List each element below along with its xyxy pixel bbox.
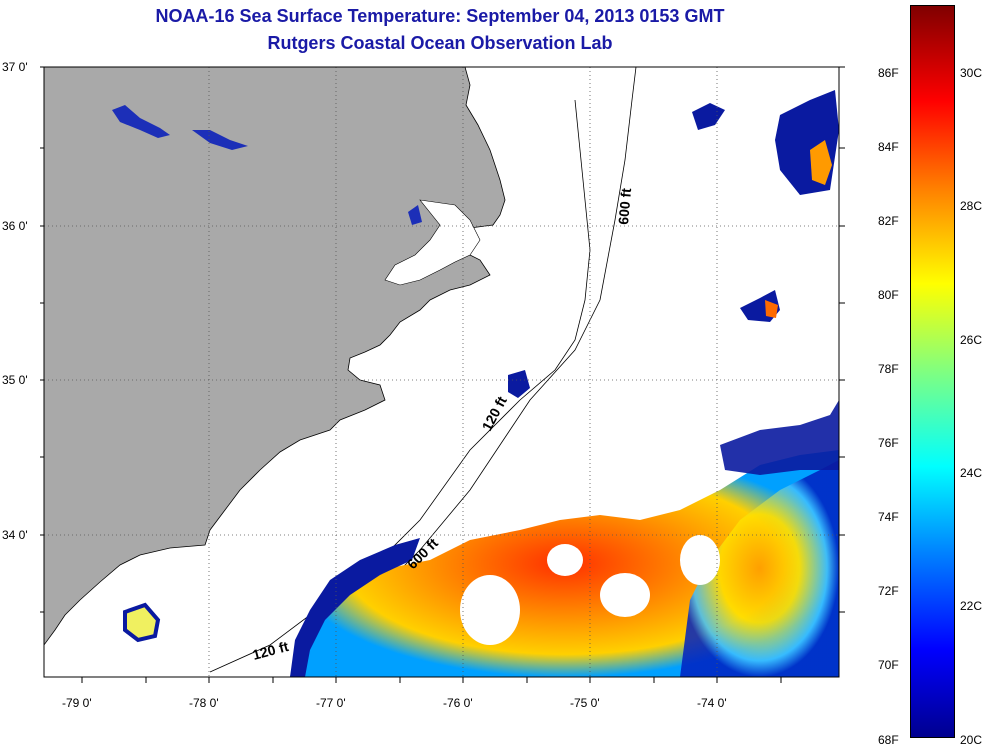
lon-label-76: -76 0' — [443, 696, 473, 710]
cloud-gap-1 — [460, 575, 520, 645]
lat-label-34: 34 0' — [2, 528, 28, 542]
cloud-gap-2 — [600, 573, 650, 617]
temperature-colorbar — [910, 5, 955, 738]
cb-f-68: 68F — [878, 733, 899, 747]
cloud-gap-3 — [547, 544, 583, 576]
cb-c-22: 22C — [960, 599, 983, 613]
isobath-label-600-north: 600 ft — [615, 187, 634, 225]
cb-f-82: 82F — [878, 214, 899, 228]
cb-f-80: 80F — [878, 288, 899, 302]
sst-east-region — [680, 460, 839, 677]
lon-label-78: -78 0' — [189, 696, 219, 710]
inland-lake-1 — [112, 105, 170, 138]
graticule — [44, 67, 839, 677]
lon-label-79: -79 0' — [62, 696, 92, 710]
sst-small-patch — [123, 602, 161, 643]
sst-cold-fringe — [290, 538, 420, 677]
sst-mid-patch-warm — [765, 300, 778, 318]
cb-c-30: 30C — [960, 66, 983, 80]
sst-cold-patch-east — [720, 400, 839, 475]
sst-map: 600 ft 120 ft 600 ft 120 ft — [40, 66, 845, 683]
cb-f-76: 76F — [878, 436, 899, 450]
cb-c-28: 28C — [960, 199, 983, 213]
lat-label-37: 37 0' — [2, 60, 28, 74]
lon-label-75: -75 0' — [570, 696, 600, 710]
sst-coastal-patch — [508, 370, 530, 398]
lat-label-36: 36 0' — [2, 219, 28, 233]
cb-f-70: 70F — [878, 658, 899, 672]
cb-c-24: 24C — [960, 466, 983, 480]
cb-f-74: 74F — [878, 510, 899, 524]
lon-label-74: -74 0' — [697, 696, 727, 710]
land-mass — [44, 67, 506, 646]
cb-c-20: 20C — [960, 733, 983, 747]
inland-lake-2 — [192, 130, 248, 150]
lat-label-35: 35 0' — [2, 373, 28, 387]
sst-warm-patch-ne — [810, 140, 832, 185]
cb-f-86: 86F — [878, 66, 899, 80]
map-title: NOAA-16 Sea Surface Temperature: Septemb… — [155, 6, 725, 26]
cb-c-26: 26C — [960, 333, 983, 347]
cb-f-78: 78F — [878, 362, 899, 376]
pamlico-sound — [384, 199, 481, 286]
cloud-gap-4 — [680, 535, 720, 585]
tick-marks — [40, 66, 845, 683]
inland-lake-3 — [408, 205, 422, 225]
map-subtitle: Rutgers Coastal Ocean Observation Lab — [267, 33, 613, 53]
cb-f-72: 72F — [878, 584, 899, 598]
sst-cold-patch-n — [692, 103, 725, 130]
lon-label-77: -77 0' — [316, 696, 346, 710]
cb-f-84: 84F — [878, 140, 899, 154]
map-frame — [43, 66, 840, 678]
